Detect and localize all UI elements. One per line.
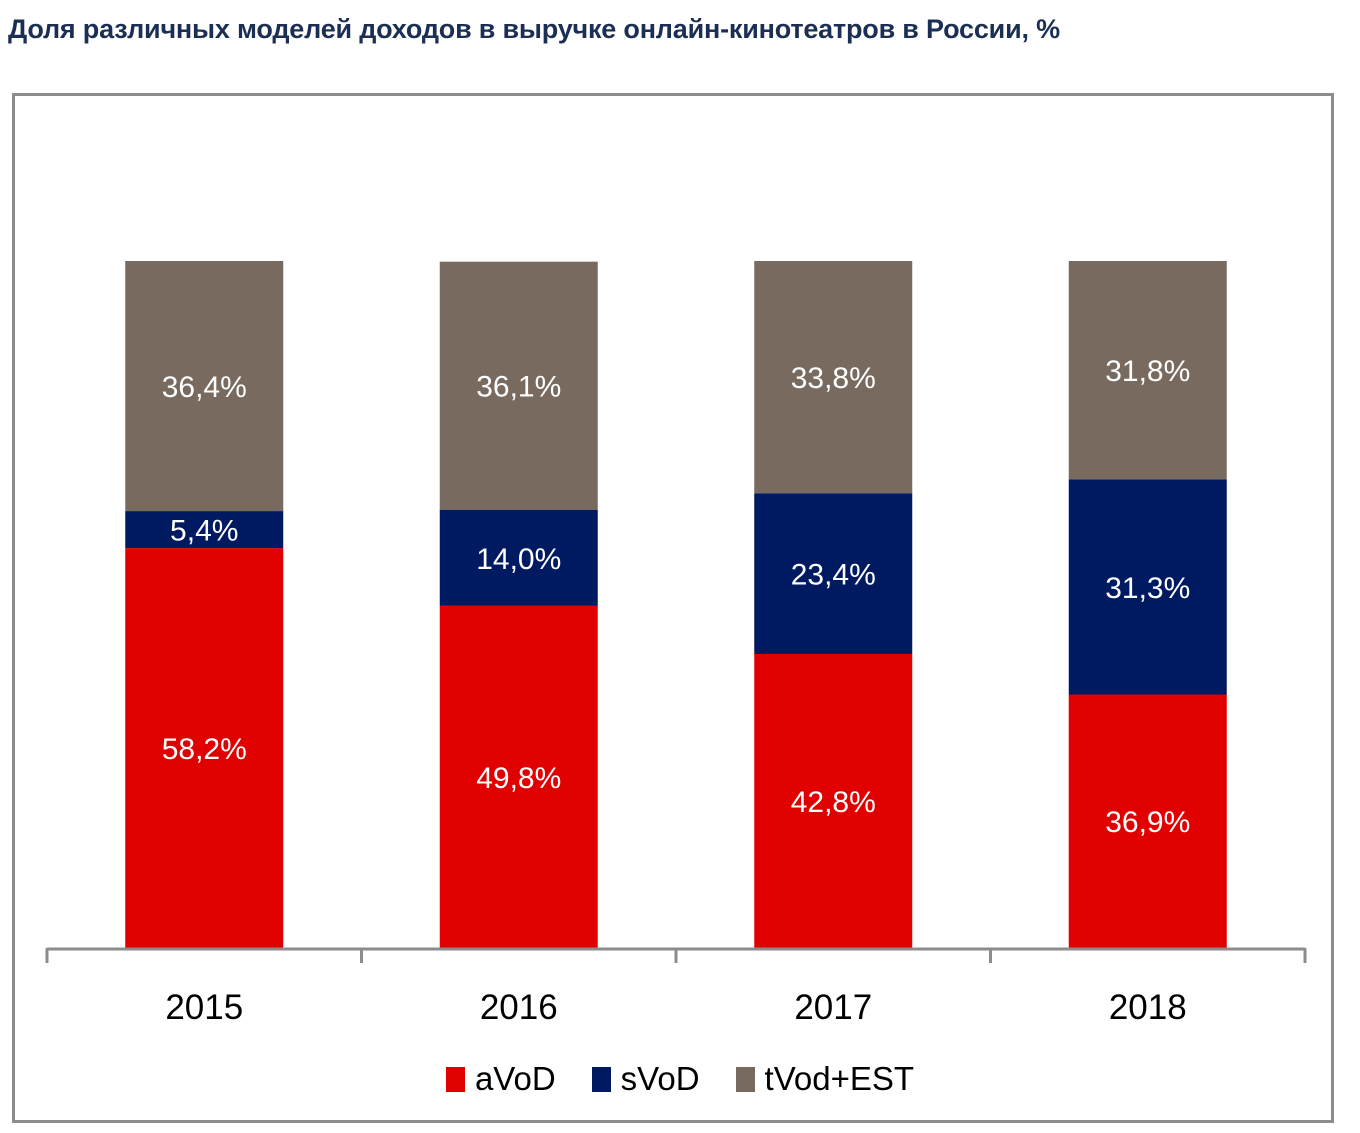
bar-segment-avod-2016 (439, 605, 598, 948)
legend-swatch-avod (445, 1066, 465, 1092)
legend-item-svod: sVoD (591, 1060, 700, 1098)
legend-label-tvod-est: tVod+EST (764, 1060, 915, 1097)
data-label: 36,4% (162, 371, 247, 404)
bar-segment-avod-2018 (1068, 694, 1227, 948)
bar-segment-svod-2016 (439, 509, 598, 606)
data-label: 49,8% (476, 762, 561, 795)
data-label: 33,8% (791, 362, 876, 395)
bars-group: 58,2% 5,4% 36,4% 49,8% 14,0% 36,1% 42,8% 23,4% 3… (125, 261, 1227, 948)
legend-item-avod: aVoD (445, 1060, 556, 1098)
bar-segment-tvod-est-2015 (125, 261, 284, 512)
data-label: 14,0% (476, 543, 561, 576)
x-tick-label-2016: 2016 (480, 988, 558, 1027)
bar-segment-svod-2018 (1068, 479, 1227, 695)
legend-label-avod: aVoD (474, 1060, 556, 1097)
data-label: 31,8% (1105, 355, 1190, 388)
legend: aVoD sVoD tVod+EST (0, 1060, 1360, 1098)
bar-segment-tvod-est-2018 (1068, 261, 1227, 480)
legend-swatch-svod (591, 1066, 611, 1092)
bar-segment-tvod-est-2016 (439, 261, 598, 510)
legend-item-tvod-est: tVod+EST (735, 1060, 915, 1098)
x-tick-label-2015: 2015 (165, 988, 243, 1027)
x-axis (45, 947, 1307, 963)
x-tick-label-2018: 2018 (1109, 988, 1187, 1027)
bar-segment-avod-2017 (754, 653, 913, 948)
data-label: 42,8% (791, 786, 876, 819)
x-tick-labels: 2015 2016 2017 2018 (165, 988, 1186, 1027)
data-label: 36,9% (1105, 806, 1190, 839)
data-label: 36,1% (476, 371, 561, 404)
bar-segment-svod-2015 (125, 511, 284, 549)
data-label: 5,4% (170, 515, 238, 548)
data-label: 23,4% (791, 559, 876, 592)
chart-frame (12, 93, 1334, 1123)
legend-swatch-tvod-est (735, 1066, 755, 1092)
legend-label-svod: sVoD (620, 1060, 700, 1097)
bar-segment-svod-2017 (754, 493, 913, 654)
chart-title: Доля различных моделей доходов в выручке… (8, 14, 1060, 44)
bar-segment-avod-2015 (125, 548, 284, 948)
bar-segment-tvod-est-2017 (754, 261, 913, 494)
data-label: 58,2% (162, 733, 247, 766)
x-tick-label-2017: 2017 (794, 988, 872, 1027)
data-label: 31,3% (1105, 572, 1190, 605)
